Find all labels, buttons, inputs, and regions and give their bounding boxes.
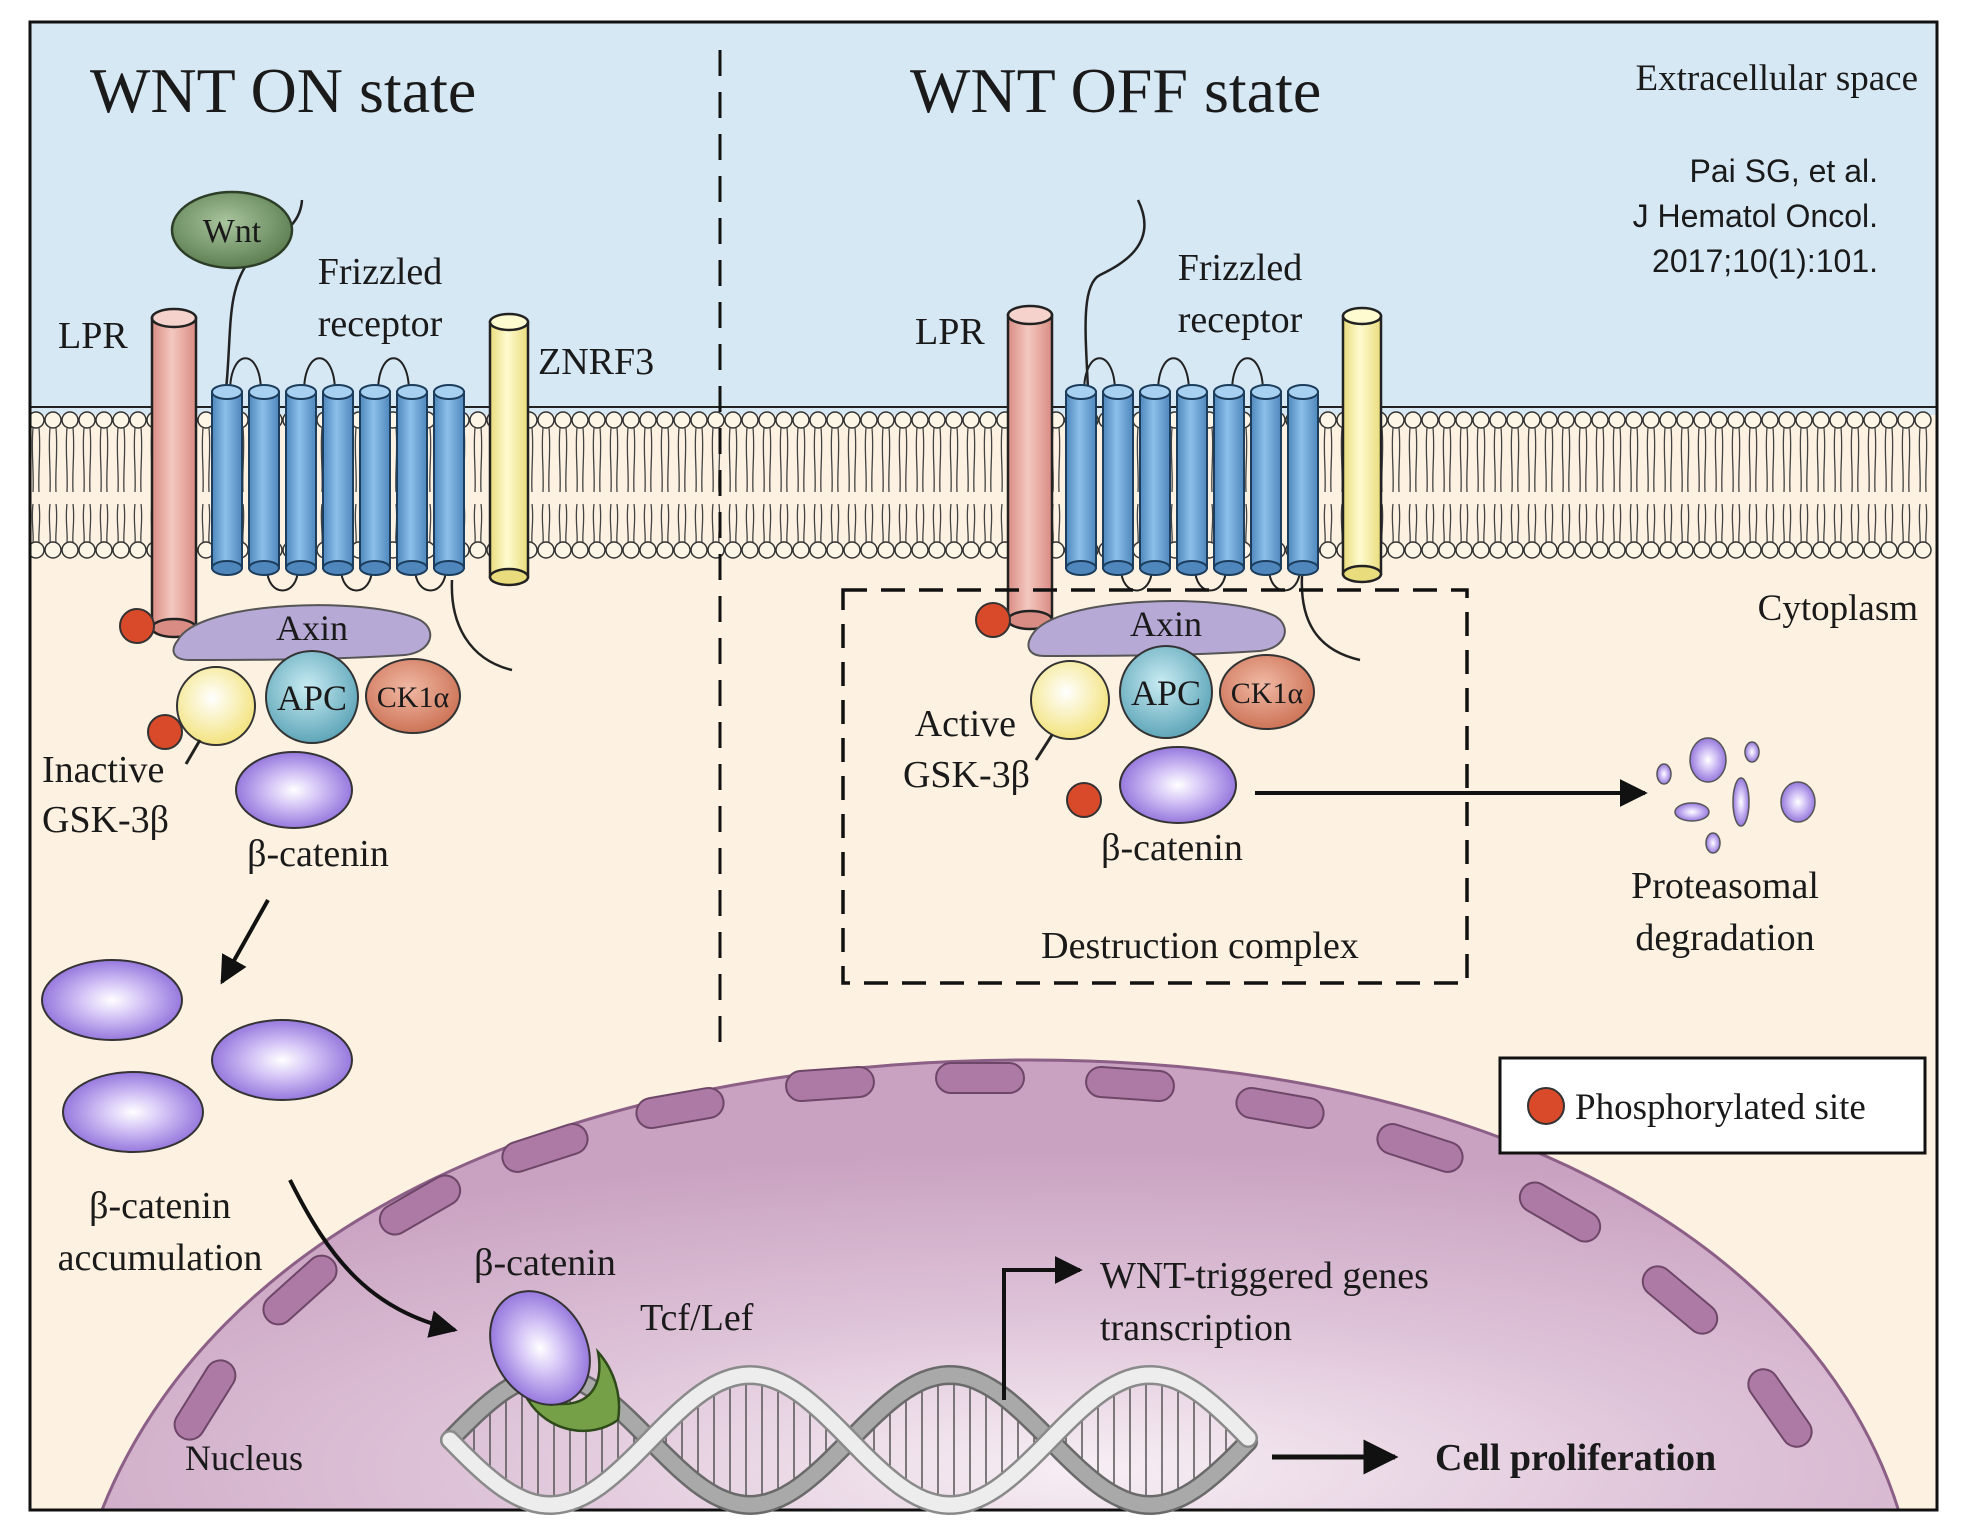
frizzled-tail-off (1084, 199, 1146, 391)
frizzled-label-on-2: receptor (318, 303, 443, 345)
gsk3b-label-on-1: Inactive (42, 749, 164, 791)
beta-catenin-off (1119, 746, 1237, 824)
gsk3b-label-off-2: GSK-3β (903, 754, 1030, 796)
frizzled-receptor-off (1065, 357, 1319, 592)
extracellular-region (30, 22, 1937, 415)
znrf3-receptor-off (1341, 306, 1383, 584)
citation: Pai SG, et al. J Hematol Oncol. 2017;10(… (1633, 153, 1878, 279)
frizzled-label-off-1: Frizzled (1178, 247, 1303, 289)
nucleus-beta-catenin (489, 1290, 591, 1406)
nucleus-beta-catenin-label: β-catenin (474, 1242, 616, 1284)
legend-label: Phosphorylated site (1575, 1087, 1866, 1128)
proteasomal-label-2: degradation (1635, 917, 1814, 959)
beta-catenin-label-off: β-catenin (1101, 827, 1243, 869)
lpr-label-on: LPR (58, 315, 128, 357)
title-wnt-on: WNT ON state (90, 55, 476, 126)
cell-proliferation-label: Cell proliferation (1435, 1437, 1716, 1479)
beta-catenin-accum-2 (211, 1019, 353, 1101)
ck1a-on (365, 658, 461, 734)
accumulation-label-2: accumulation (58, 1237, 263, 1279)
beta-catenin-on (235, 751, 353, 829)
destruction-complex-box (841, 588, 1469, 985)
axin-label-on: Axin (276, 608, 348, 648)
apc-on (265, 650, 359, 744)
beta-catenin-accum-1 (41, 959, 183, 1041)
wnt-off-panel: Frizzled receptor LPR Destruction comple… (841, 199, 1819, 985)
proteasomal-label-1: Proteasomal (1631, 865, 1819, 907)
genes-label-1: WNT-triggered genes (1100, 1255, 1429, 1297)
genes-label-2: transcription (1100, 1307, 1292, 1349)
arrow-release (220, 899, 270, 985)
phospho-site-beta-catenin-off (1066, 782, 1102, 818)
nucleus-content: Nucleus β-catenin Tcf/Lef WNT-triggered … (185, 1242, 1716, 1516)
label-extracellular-space: Extracellular space (1636, 58, 1918, 99)
tcf-lef-label: Tcf/Lef (640, 1297, 754, 1339)
wnt-label: Wnt (203, 213, 262, 250)
transcription-start-arrow (1002, 1256, 1083, 1400)
frizzled-label-off-2: receptor (1178, 299, 1303, 341)
znrf3-label: ZNRF3 (538, 341, 654, 383)
citation-line-3: 2017;10(1):101. (1652, 243, 1878, 279)
gsk3b-label-on-2: GSK-3β (42, 799, 169, 841)
phospho-site-lpr-on (119, 608, 155, 644)
znrf3-receptor (488, 312, 530, 587)
axin-on (172, 604, 432, 662)
wnt-ligand (170, 190, 294, 270)
dna-helix (440, 1364, 1258, 1516)
gsk3b-label-off-1: Active (915, 703, 1016, 745)
phospho-site-lpr-off (975, 602, 1011, 638)
ck1a-off (1219, 654, 1315, 730)
title-wnt-off: WNT OFF state (910, 55, 1321, 126)
legend-phospho-icon (1527, 1087, 1565, 1125)
accumulation-label-1: β-catenin (89, 1185, 231, 1227)
frizzled-label-on-1: Frizzled (318, 251, 443, 293)
citation-line-2: J Hematol Oncol. (1633, 198, 1878, 234)
frizzled-receptor-on (211, 357, 465, 592)
legend-box (1498, 1056, 1927, 1155)
apc-label-off: APC (1131, 673, 1201, 713)
gsk3b-off (1030, 660, 1110, 740)
phospho-site-gsk3b-on (147, 714, 183, 750)
lpr-receptor-off (1006, 304, 1054, 631)
apc-label-on: APC (277, 678, 347, 718)
beta-catenin-label-on: β-catenin (247, 833, 389, 875)
axin-off (1027, 600, 1286, 658)
apc-off (1119, 645, 1213, 739)
destruction-complex-label: Destruction complex (1041, 925, 1359, 967)
beta-catenin-accum-3 (62, 1071, 204, 1153)
axin-label-off: Axin (1130, 604, 1202, 644)
ck1a-label-on: CK1α (377, 681, 450, 714)
wnt-on-panel: Wnt Frizzled receptor LPR ZNRF3 Axin APC… (41, 190, 654, 1338)
legend: Phosphorylated site (1498, 1056, 1927, 1155)
citation-line-1: Pai SG, et al. (1689, 153, 1878, 189)
proteasome-fragments (1656, 737, 1816, 854)
figure-frame (28, 20, 1939, 1512)
ck1a-label-off: CK1α (1231, 677, 1304, 710)
gsk3b-on (176, 666, 256, 746)
nucleus-label: Nucleus (185, 1438, 303, 1478)
label-cytoplasm: Cytoplasm (1758, 588, 1919, 629)
lpr-receptor-on (150, 307, 198, 639)
lpr-label-off: LPR (915, 311, 985, 353)
arrow-nuclear-import (288, 1179, 458, 1338)
